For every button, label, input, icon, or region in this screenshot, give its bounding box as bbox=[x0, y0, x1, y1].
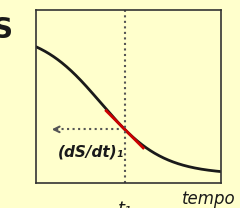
Text: t₁: t₁ bbox=[118, 200, 132, 208]
Text: (dS/dt)₁: (dS/dt)₁ bbox=[58, 145, 124, 160]
Text: tempo: tempo bbox=[182, 190, 236, 208]
Text: S: S bbox=[0, 16, 13, 44]
